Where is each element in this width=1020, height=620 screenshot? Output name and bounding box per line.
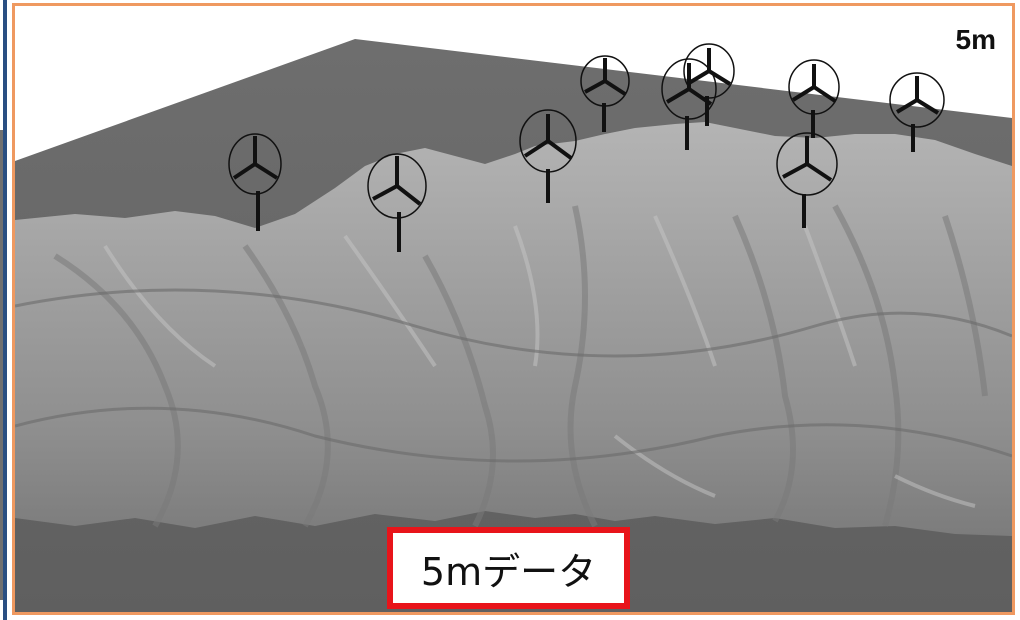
wind-turbine-icon [580, 55, 630, 132]
terrain-render [15, 39, 1012, 612]
wind-turbine-icon [683, 43, 735, 126]
wind-turbine-icon [889, 72, 945, 152]
left-panel-edge [0, 0, 12, 620]
terrain-surface [15, 122, 1012, 536]
resolution-label: 5m [955, 24, 996, 55]
wind-turbine-icon [367, 153, 427, 252]
wind-turbine-icon [228, 133, 282, 231]
wind-turbine-icon [788, 59, 840, 138]
panel-divider [3, 0, 7, 620]
caption-box: 5mデータ [387, 527, 630, 609]
caption-text: 5mデータ [420, 549, 597, 594]
wind-turbine-icon [776, 132, 838, 228]
wind-turbine-icon [519, 109, 577, 203]
wind-turbines [228, 43, 945, 252]
adjacent-image-edge [0, 130, 3, 600]
valley-shading [53, 204, 988, 528]
terrain-render-frame: 5m [12, 3, 1015, 615]
